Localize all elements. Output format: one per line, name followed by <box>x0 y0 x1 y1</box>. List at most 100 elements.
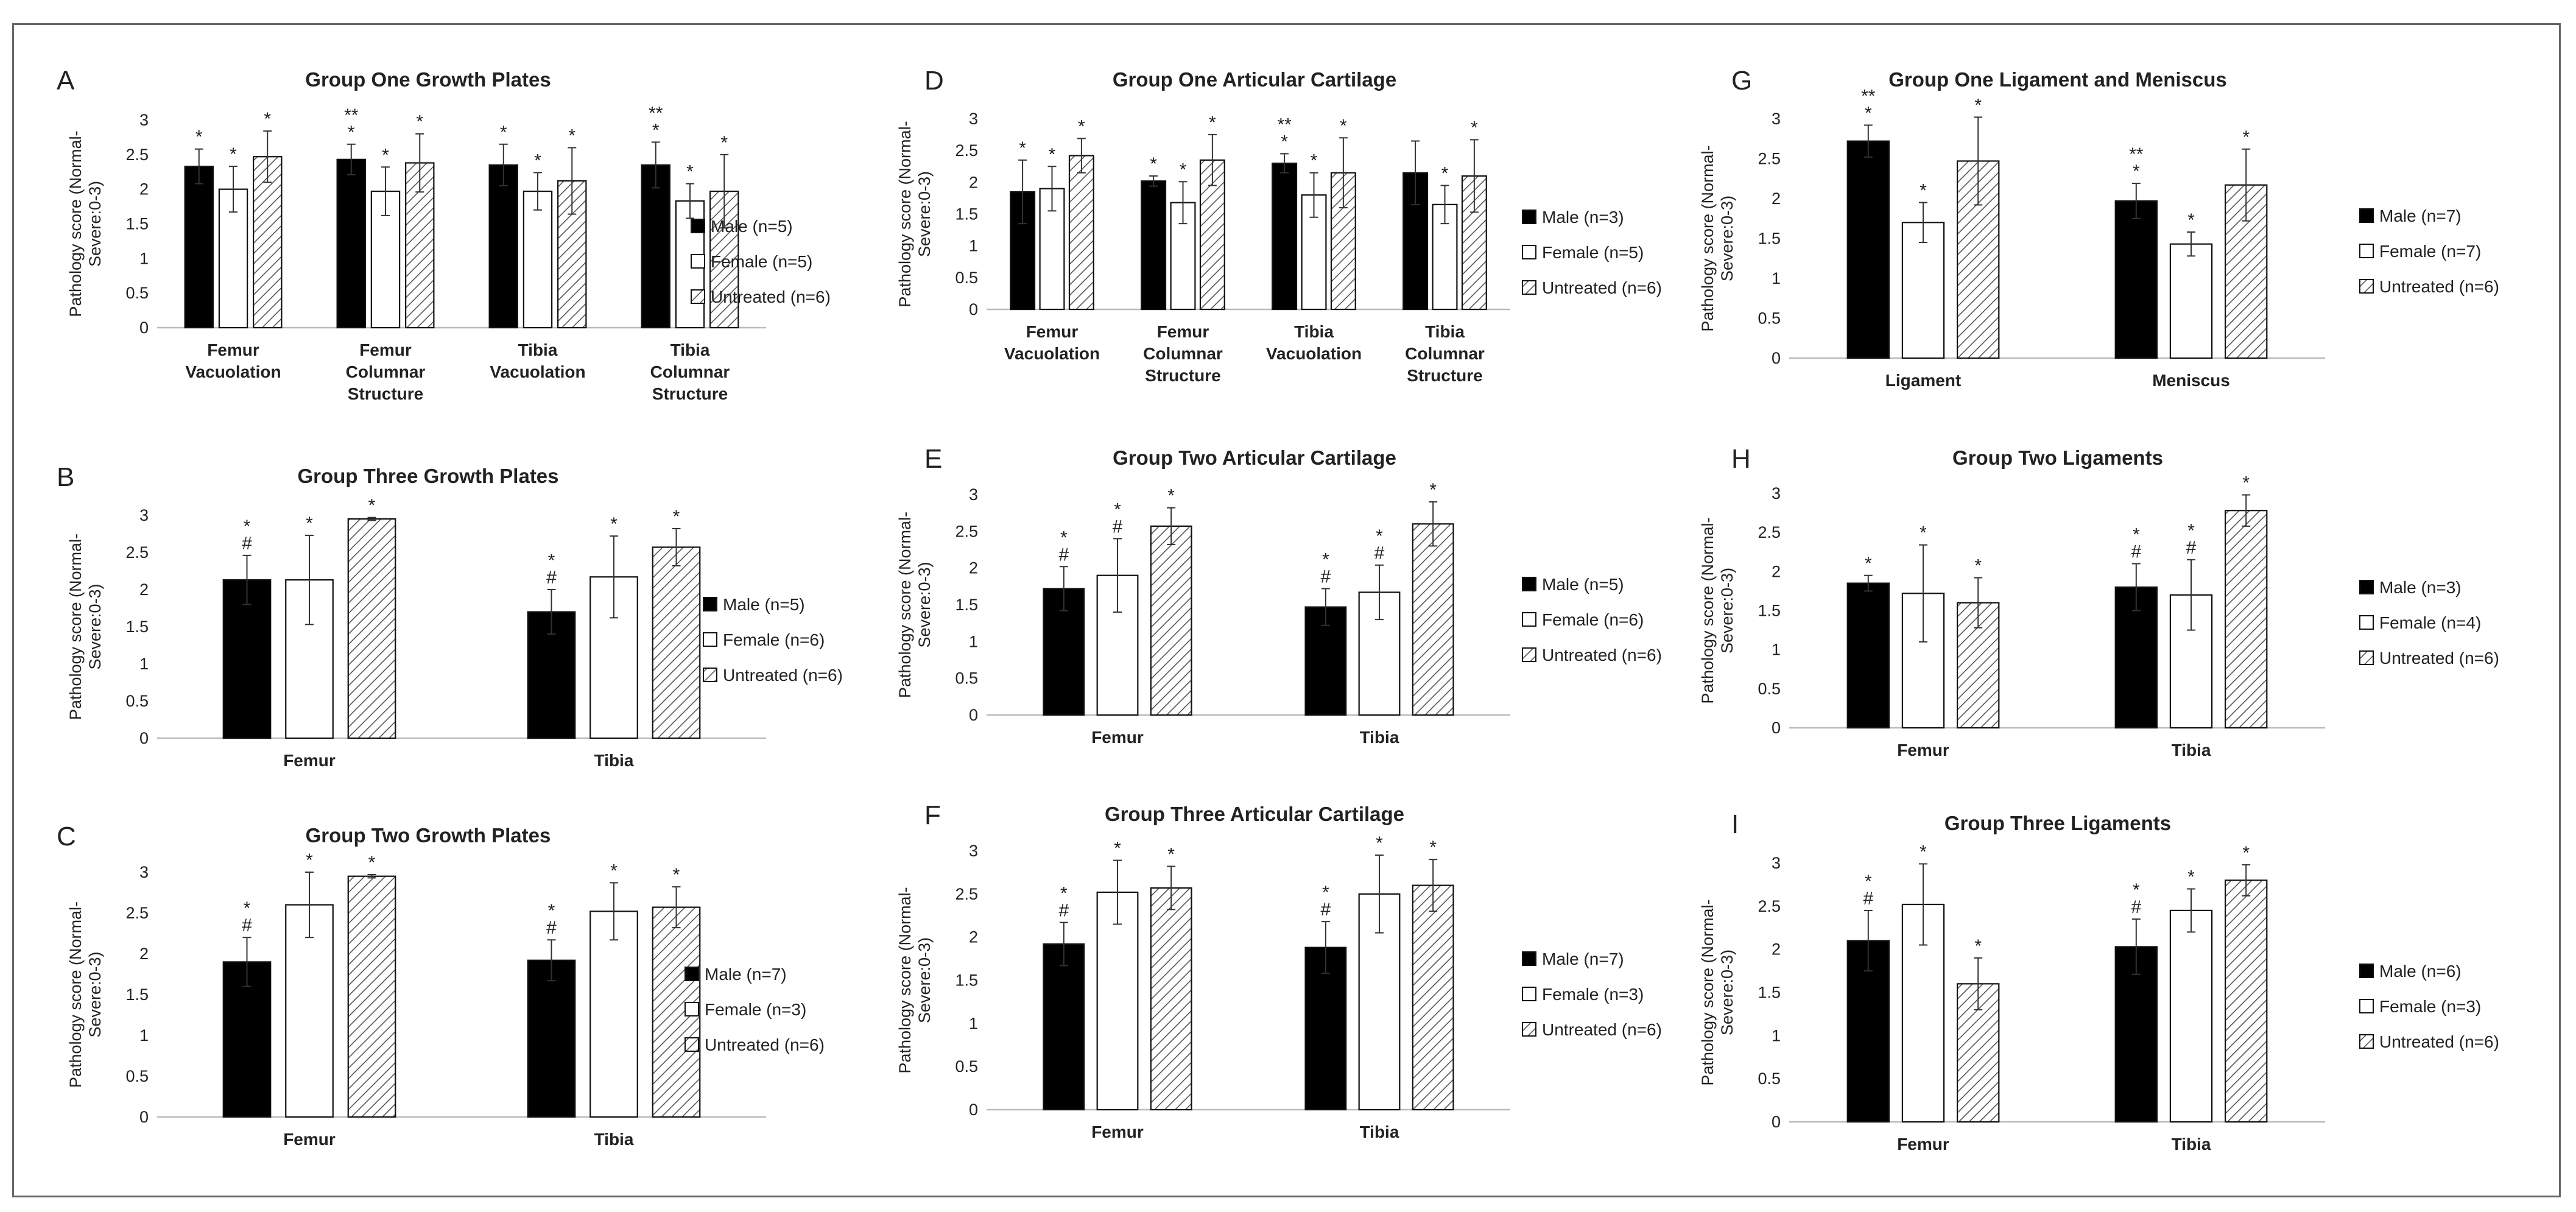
y-axis-label-line-1: Pathology score (Normal- <box>1698 517 1717 703</box>
bar-untreated <box>347 875 396 1118</box>
legend-swatch <box>2359 615 2374 630</box>
significance-mark: # <box>1374 543 1385 563</box>
error-bar <box>686 183 694 219</box>
significance-mark: # <box>1059 901 1069 921</box>
y-tick-label: 0.5 <box>955 269 978 287</box>
error-bar <box>1375 564 1384 621</box>
error-bar <box>242 937 252 987</box>
error-bar <box>1059 921 1068 967</box>
legend-label: Untreated (n=6) <box>2379 1032 2499 1051</box>
legend-label: Untreated (n=6) <box>723 666 843 685</box>
significance-mark: * <box>2133 880 2140 900</box>
legend-swatch <box>1522 210 1536 224</box>
significance-mark: # <box>1059 544 1069 565</box>
category-label: Vacuolation <box>1004 344 1100 363</box>
y-tick-label: 2 <box>139 580 149 599</box>
legend-swatch <box>691 219 705 233</box>
error-bar <box>1863 124 1873 158</box>
significance-mark: * <box>1114 499 1121 520</box>
significance-mark: * <box>1376 526 1383 546</box>
bar-male <box>488 164 518 329</box>
significance-mark: * <box>1060 527 1068 548</box>
y-axis-label-line-2: Severe:0-3) <box>1718 568 1736 654</box>
panel-letter: F <box>924 800 941 830</box>
y-tick-label: 0 <box>1772 349 1781 367</box>
significance-mark: * <box>548 901 555 921</box>
significance-mark: ** <box>1277 115 1292 135</box>
significance-mark: * <box>1281 132 1288 152</box>
significance-mark: * <box>548 551 555 571</box>
category-label: Tibia <box>1360 1122 1399 1141</box>
y-axis-label: Pathology score (Normal- Severe:0-3) <box>1698 517 1736 703</box>
y-axis-label-line-2: Severe:0-3) <box>86 951 104 1037</box>
y-axis-label-line-1: Pathology score (Normal- <box>66 534 85 720</box>
bar-male <box>1043 943 1085 1111</box>
legend-label: Male (n=7) <box>2379 206 2462 225</box>
legend-label: Male (n=3) <box>1542 208 1624 227</box>
y-tick-label: 1 <box>969 237 978 255</box>
significance-mark: # <box>242 534 252 554</box>
error-bar <box>1047 166 1057 212</box>
y-tick-label: 1.5 <box>1758 230 1781 248</box>
legend-swatch <box>684 1037 699 1052</box>
category-label: Tibia <box>670 340 710 359</box>
significance-mark: # <box>2131 542 2141 562</box>
legend-swatch <box>1522 647 1536 662</box>
y-tick-label: 2.5 <box>955 885 978 903</box>
y-tick-label: 0 <box>1772 1113 1781 1131</box>
legend-swatch <box>2359 279 2374 294</box>
significance-mark: * <box>1441 164 1449 184</box>
bar-male <box>2114 946 2158 1123</box>
significance-mark: * <box>1180 160 1187 180</box>
error-bar <box>533 172 542 211</box>
y-axis-label: Pathology score (Normal- Severe:0-3) <box>1698 145 1736 331</box>
error-bar <box>2187 559 2195 631</box>
bar-male <box>222 961 272 1118</box>
category-label: Structure <box>348 384 423 403</box>
category-label: Structure <box>1407 366 1482 385</box>
bar-male <box>1846 582 1890 729</box>
panel-b: B Group Three Growth Plates Pathology scor… <box>57 462 843 770</box>
significance-mark: * <box>2242 843 2250 863</box>
legend-swatch <box>1522 951 1536 966</box>
error-bar <box>415 133 424 193</box>
panel-f: F Group Three Articular Cartilage Patholog… <box>896 800 1662 1141</box>
bar-untreated <box>1412 884 1454 1111</box>
significance-mark: * <box>1209 113 1216 133</box>
y-tick-label: 2.5 <box>955 522 978 540</box>
error-bar <box>1077 138 1086 174</box>
category-label: Femur <box>1091 728 1144 747</box>
legend: Male (n=7) Female (n=7) Untreated (n=6) <box>2359 206 2499 296</box>
significance-mark: * <box>1974 556 1982 576</box>
legend-label: Male (n=7) <box>1542 950 1624 968</box>
significance-mark: ** <box>344 105 359 125</box>
significance-mark: * <box>244 898 251 918</box>
category-label: Tibia <box>1294 322 1334 341</box>
y-tick-label: 1.5 <box>125 985 149 1004</box>
category-label: Vacuolation <box>185 362 281 381</box>
error-bar <box>720 153 729 229</box>
panel-g: G Group One Ligament and Meniscus Patholog… <box>1698 66 2499 390</box>
category-label: Femur <box>1091 1122 1144 1141</box>
significance-mark: * <box>230 144 237 164</box>
significance-mark: * <box>673 507 680 527</box>
category-label: Femur <box>1897 1135 1949 1154</box>
legend-label: Male (n=5) <box>1542 575 1624 594</box>
significance-mark: * <box>610 514 618 534</box>
legend-label: Untreated (n=6) <box>2379 649 2499 668</box>
legend-label: Untreated (n=6) <box>705 1035 825 1054</box>
legend-swatch <box>2359 1034 2374 1049</box>
y-tick-label: 2 <box>969 173 978 191</box>
error-bar <box>1167 507 1176 546</box>
significance-mark: * <box>568 125 575 146</box>
significance-mark: * <box>264 109 271 129</box>
legend-swatch <box>691 289 705 304</box>
legend-swatch <box>2359 999 2374 1013</box>
bar-untreated <box>1957 983 2000 1123</box>
chart-title: Group Two Ligaments <box>1952 446 2163 469</box>
legend: Male (n=5) Female (n=6) Untreated (n=6) <box>1522 575 1662 664</box>
y-tick-label: 1 <box>1772 1026 1781 1045</box>
y-tick-label: 0 <box>969 300 978 319</box>
chart-title: Group Two Growth Plates <box>306 824 551 847</box>
significance-mark: * <box>244 516 251 537</box>
